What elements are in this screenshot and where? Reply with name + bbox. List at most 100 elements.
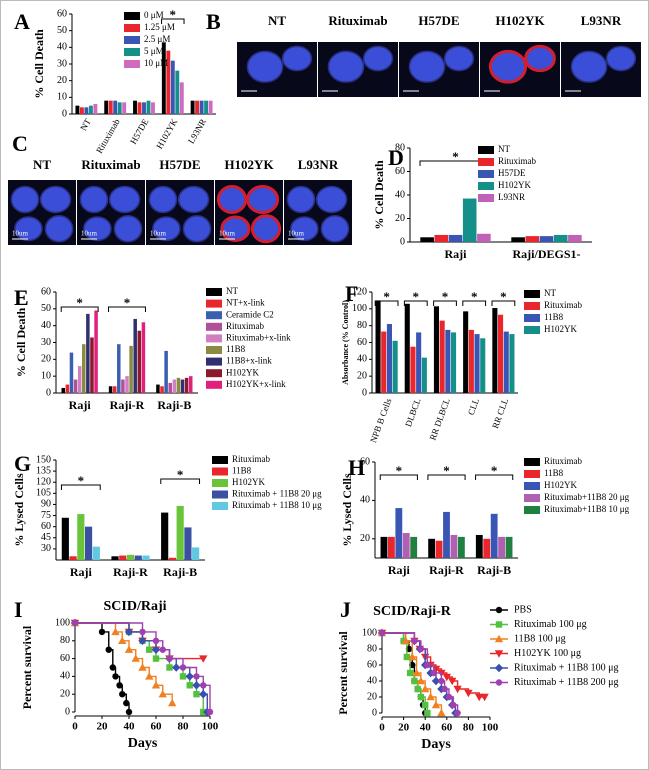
bar bbox=[175, 70, 180, 114]
x-tick-label: 0 bbox=[379, 722, 385, 734]
legend-label: H102YK bbox=[544, 480, 577, 490]
bar bbox=[85, 526, 93, 560]
bar bbox=[375, 300, 381, 393]
annotation: * bbox=[78, 473, 85, 488]
marker bbox=[125, 708, 133, 716]
bar bbox=[443, 511, 450, 558]
legend-label: Rituximab bbox=[498, 156, 536, 166]
x-tick-label: 60 bbox=[151, 721, 163, 733]
legend-swatch bbox=[524, 314, 540, 322]
x-tick-label: 20 bbox=[97, 721, 109, 733]
bar bbox=[505, 536, 513, 558]
annotation: * bbox=[491, 463, 498, 478]
y-tick-label: 60 bbox=[395, 166, 405, 177]
bar bbox=[61, 387, 66, 393]
y-tick-label: 60 bbox=[41, 521, 51, 532]
y-tick-label: 60 bbox=[360, 456, 370, 467]
legend-label: L93NR bbox=[498, 192, 525, 202]
bar bbox=[402, 533, 410, 558]
bar bbox=[90, 337, 94, 393]
legend-swatch bbox=[212, 467, 228, 476]
legend-label: Rituximab+11B8 10 μg bbox=[544, 504, 630, 514]
legend-label: 10 μM bbox=[144, 58, 168, 68]
panel-letter: G bbox=[14, 451, 31, 476]
y-tick-label: 10 bbox=[41, 370, 51, 381]
bar bbox=[172, 379, 177, 393]
bracket bbox=[475, 474, 514, 480]
image-label: H57DE bbox=[418, 13, 459, 28]
legend-label: NT bbox=[498, 144, 510, 154]
annotation: * bbox=[471, 289, 478, 304]
legend-swatch bbox=[124, 48, 140, 56]
bar bbox=[475, 534, 483, 558]
bar bbox=[380, 536, 388, 558]
bar bbox=[179, 82, 184, 114]
marker bbox=[450, 701, 457, 709]
x-tick-label: 40 bbox=[420, 722, 432, 734]
bar bbox=[125, 376, 129, 393]
y-axis-label: % Lysed Cells bbox=[340, 473, 354, 547]
cell bbox=[152, 216, 181, 242]
legend-label: Ceramide C2 bbox=[226, 309, 274, 319]
x-tick-label: 80 bbox=[463, 722, 475, 734]
y-tick-label: 75 bbox=[41, 510, 51, 521]
bar bbox=[77, 366, 82, 393]
y-tick-label: 20 bbox=[360, 533, 370, 544]
legend-swatch bbox=[124, 24, 140, 32]
cell bbox=[246, 185, 280, 214]
bar bbox=[142, 102, 146, 114]
marker bbox=[495, 679, 503, 686]
bracket bbox=[160, 478, 201, 484]
bar bbox=[498, 314, 504, 393]
bar bbox=[160, 386, 164, 393]
legend-label: 11B8 100 μg bbox=[514, 633, 566, 644]
bar bbox=[73, 379, 78, 393]
marker bbox=[206, 708, 214, 716]
cell bbox=[148, 185, 178, 214]
legend-swatch bbox=[478, 146, 494, 154]
bar bbox=[450, 534, 458, 558]
y-tick-label: 100 bbox=[352, 303, 367, 314]
legend-label: Rituximab + 11B8 10 μg bbox=[232, 500, 322, 510]
y-tick-label: 40 bbox=[60, 671, 70, 682]
bar bbox=[553, 234, 568, 242]
bar bbox=[88, 105, 93, 114]
bar bbox=[122, 102, 127, 114]
survival-step bbox=[412, 656, 418, 673]
legend-swatch bbox=[124, 36, 140, 44]
bar bbox=[133, 100, 137, 114]
scale-label: 10um bbox=[288, 230, 305, 238]
bar bbox=[410, 346, 416, 393]
y-tick-label: 80 bbox=[60, 635, 70, 646]
y-tick-label: 100 bbox=[362, 627, 377, 638]
cell bbox=[39, 185, 72, 214]
bar bbox=[176, 377, 181, 393]
bar bbox=[457, 536, 465, 558]
y-tick-label: 40 bbox=[357, 354, 367, 365]
bar bbox=[79, 107, 84, 114]
survival-step bbox=[203, 684, 211, 712]
bar bbox=[75, 105, 80, 114]
survival-step bbox=[108, 649, 114, 668]
cell bbox=[246, 50, 284, 83]
cell bbox=[286, 185, 316, 214]
bar bbox=[129, 345, 133, 393]
bar bbox=[404, 303, 410, 393]
bar bbox=[65, 384, 70, 393]
scale-label: 10um bbox=[12, 230, 29, 238]
bar bbox=[184, 377, 189, 393]
bar bbox=[108, 386, 113, 393]
x-tick-label: Raji/DEGS1- bbox=[512, 247, 580, 261]
bar bbox=[392, 340, 398, 393]
legend-label: H102YK bbox=[226, 367, 259, 377]
bar bbox=[492, 307, 498, 393]
panel-letter: H bbox=[348, 455, 365, 480]
bracket bbox=[60, 306, 99, 312]
bar bbox=[477, 233, 491, 242]
marker bbox=[494, 663, 504, 673]
y-tick-label: 135 bbox=[36, 465, 51, 476]
legend-label: 11B8 bbox=[544, 468, 564, 478]
legend-swatch bbox=[524, 506, 540, 514]
annotation: * bbox=[442, 289, 449, 304]
marker bbox=[454, 709, 461, 717]
